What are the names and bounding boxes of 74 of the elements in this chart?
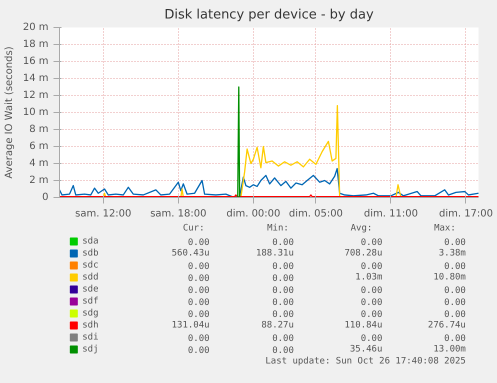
text: 0.00 xyxy=(360,310,382,320)
text: 0.00 xyxy=(272,334,294,344)
y-tick-label: 14 m xyxy=(22,73,49,84)
legend-label: sdc xyxy=(82,260,99,270)
text: 0.00 xyxy=(444,262,466,272)
text: 708.28u xyxy=(344,248,382,258)
text: 0.00 xyxy=(188,274,210,284)
text: 0.00 xyxy=(188,238,210,248)
text: 0.00 xyxy=(272,286,294,296)
text: 3.38m xyxy=(438,248,466,258)
text: 0.00 xyxy=(360,286,382,296)
text: 0.00 xyxy=(444,238,466,248)
text: 0.00 xyxy=(360,262,382,272)
y-tick-label: 4 m xyxy=(29,158,49,169)
text: 13.00m xyxy=(433,344,466,354)
text: 0.00 xyxy=(444,310,466,320)
text: 0.00 xyxy=(188,334,210,344)
text: 0.00 xyxy=(272,346,294,356)
x-tick-label: dim. 11:00 xyxy=(364,208,418,220)
text: 0.00 xyxy=(272,238,294,248)
text: 560.43u xyxy=(172,248,210,258)
text: 0.00 xyxy=(188,262,210,272)
text: 1.03m xyxy=(355,272,382,282)
text: 10.80m xyxy=(433,272,466,282)
x-tick-label: dim. 00:00 xyxy=(226,208,280,220)
text: 0.00 xyxy=(360,298,382,308)
y-tick-label: 2 m xyxy=(29,175,49,186)
y-tick-label: 16 m xyxy=(22,56,49,67)
y-tick-label: 10 m xyxy=(22,107,49,118)
text: 0.00 xyxy=(360,238,382,248)
text: 0.00 xyxy=(188,286,210,296)
text: Avg: xyxy=(350,224,372,234)
legend-label: sda xyxy=(82,236,99,246)
text: 110.84u xyxy=(344,320,382,330)
y-tick-label: 8 m xyxy=(29,124,49,135)
text: 0.00 xyxy=(444,298,466,308)
x-tick-label: dim. 17:00 xyxy=(438,208,494,220)
legend-label: sdg xyxy=(82,308,99,318)
text: Max: xyxy=(434,224,456,234)
y-tick-label: 0 xyxy=(42,192,49,203)
legend-label: sdd xyxy=(82,272,99,282)
x-tick-label: sam. 18:00 xyxy=(150,208,206,220)
text: 0.00 xyxy=(188,346,210,356)
text: 276.74u xyxy=(428,320,466,330)
text: 0.00 xyxy=(444,286,466,296)
x-tick-label: dim. 05:00 xyxy=(288,208,343,220)
legend-label: sdj xyxy=(82,344,99,354)
text: Cur: xyxy=(182,224,205,234)
y-tick-label: 12 m xyxy=(22,90,49,101)
text: 0.00 xyxy=(272,274,294,284)
text: 0.00 xyxy=(272,298,294,308)
text: 0.00 xyxy=(188,298,210,308)
chart-title: Disk latency per device - by day xyxy=(164,8,374,22)
text: 0.00 xyxy=(360,334,382,344)
y-axis-title: Average IO Wait (seconds) xyxy=(4,46,15,179)
text: 188.31u xyxy=(256,248,294,258)
text: 0.00 xyxy=(188,310,210,320)
text: 0.00 xyxy=(444,334,466,344)
legend-label: sde xyxy=(82,284,99,294)
y-tick-label: 18 m xyxy=(22,39,49,50)
legend-label: sdb xyxy=(82,248,99,258)
text: 88.27u xyxy=(261,320,294,330)
legend-label: sdi xyxy=(82,332,99,342)
legend-label: sdh xyxy=(82,320,99,330)
text: 35.46u xyxy=(350,344,382,354)
text: Last update: Sun Oct 26 17:40:08 2025 xyxy=(265,356,466,366)
x-tick-label: sam. 12:00 xyxy=(75,208,132,220)
text: Min: xyxy=(267,224,289,234)
text: 0.00 xyxy=(272,262,294,272)
y-tick-label: 20 m xyxy=(22,22,49,33)
legend-label: sdf xyxy=(82,296,99,306)
text: 131.04u xyxy=(172,320,210,330)
text: 0.00 xyxy=(272,310,294,320)
y-tick-label: 6 m xyxy=(29,141,49,152)
